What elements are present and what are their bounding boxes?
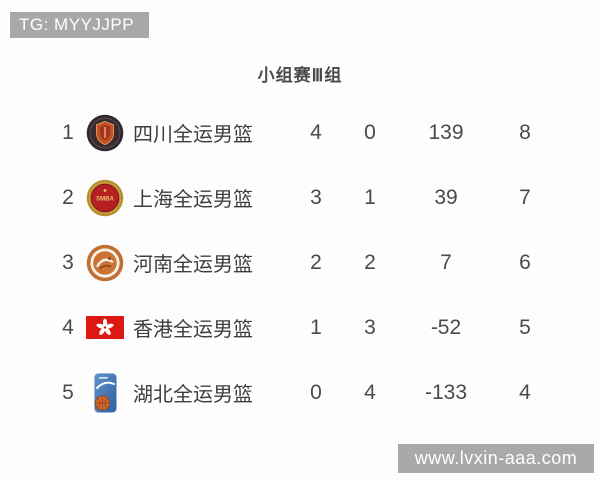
table-row-henan[interactable]: 3 河南全运男篮 2 2 7 6 xyxy=(0,230,600,295)
wins-cell: 3 xyxy=(310,185,322,209)
sichuan-badge-icon xyxy=(86,114,124,152)
losses-cell: 0 xyxy=(364,120,376,144)
losses-cell: 4 xyxy=(364,380,376,404)
wins-cell: 0 xyxy=(310,380,322,404)
point-diff-cell: -133 xyxy=(424,380,468,404)
wins-cell: 1 xyxy=(310,315,322,339)
henan-badge-icon xyxy=(86,244,124,282)
rank-cell: 2 xyxy=(62,185,74,209)
losses-cell: 2 xyxy=(364,250,376,274)
website-watermark: www.lvxin-aaa.com xyxy=(398,444,594,473)
team-name: 河南全运男篮 xyxy=(133,254,253,276)
table-row-hubei[interactable]: 5 湖北全运男篮 0 4 xyxy=(0,360,600,425)
rank-cell: 1 xyxy=(62,120,74,144)
points-cell: 8 xyxy=(519,120,531,144)
hubei-badge-icon xyxy=(86,372,124,413)
rank-cell: 4 xyxy=(62,315,74,339)
losses-cell: 1 xyxy=(364,185,376,209)
losses-cell: 3 xyxy=(364,315,376,339)
points-cell: 4 xyxy=(519,380,531,404)
point-diff-cell: 139 xyxy=(428,120,464,144)
point-diff-cell: 7 xyxy=(440,250,452,274)
table-row-shanghai[interactable]: 2 SMBA 上海全运男篮 3 1 39 7 xyxy=(0,165,600,230)
svg-text:SMBA: SMBA xyxy=(96,196,114,202)
table-row-sichuan[interactable]: 1 四川全运男篮 4 0 139 8 xyxy=(0,100,600,165)
rank-cell: 3 xyxy=(62,250,74,274)
shanghai-badge-icon: SMBA xyxy=(86,179,124,217)
team-name: 香港全运男篮 xyxy=(133,319,253,341)
team-name: 上海全运男篮 xyxy=(133,189,253,211)
points-cell: 6 xyxy=(519,250,531,274)
hongkong-flag-icon xyxy=(86,316,124,339)
team-name: 湖北全运男篮 xyxy=(133,384,253,406)
telegram-watermark: TG: MYYJJPP xyxy=(10,12,149,38)
page-title: 小组赛Ⅲ组 xyxy=(257,66,343,85)
standings-table: 1 四川全运男篮 4 0 139 8 2 xyxy=(0,100,600,425)
rank-cell: 5 xyxy=(62,380,74,404)
point-diff-cell: 39 xyxy=(434,185,458,209)
team-name: 四川全运男篮 xyxy=(133,124,253,146)
points-cell: 7 xyxy=(519,185,531,209)
wins-cell: 2 xyxy=(310,250,322,274)
point-diff-cell: -52 xyxy=(430,315,462,339)
wins-cell: 4 xyxy=(310,120,322,144)
points-cell: 5 xyxy=(519,315,531,339)
table-row-hongkong[interactable]: 4 香港全运男篮 xyxy=(0,295,600,360)
